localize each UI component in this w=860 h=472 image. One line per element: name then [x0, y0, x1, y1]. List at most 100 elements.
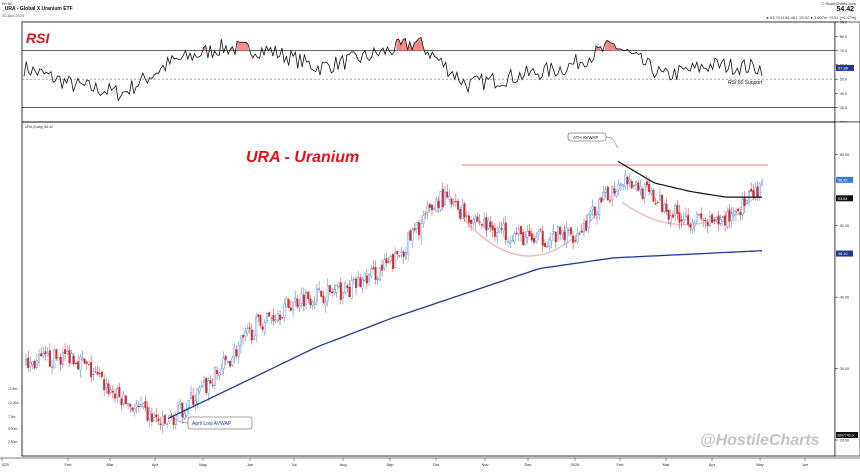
price-candle: [698, 213, 701, 217]
price-candle: [122, 390, 125, 407]
candle-body: [194, 400, 197, 405]
price-candle: [402, 250, 405, 264]
price-candle: [548, 236, 551, 251]
candle-body: [229, 360, 232, 367]
price-tag: 46.10: [836, 250, 853, 257]
price-tick-label: 20.00: [840, 439, 849, 443]
price-candle: [142, 402, 145, 410]
candle-body: [196, 388, 199, 404]
candle-body: [546, 246, 549, 248]
candle-body: [730, 213, 733, 221]
candle-body: [661, 195, 664, 212]
price-candle: [615, 189, 618, 198]
candle-body: [711, 214, 714, 223]
price-candle: [747, 189, 750, 207]
x-axis-label: Sep: [386, 462, 394, 467]
last-price: 54.42: [836, 6, 854, 13]
price-candle: [300, 287, 303, 308]
candle-body: [328, 285, 331, 293]
candle-body: [359, 277, 362, 287]
price-candle: [459, 206, 462, 222]
candle-body: [372, 267, 375, 270]
price-candle: [391, 252, 394, 272]
price-candle: [541, 225, 544, 253]
price-candle: [602, 185, 605, 201]
price-candle: [35, 353, 38, 370]
price-candle: [674, 203, 677, 222]
rsi-overbought-fill: [604, 40, 623, 51]
candle-body: [311, 301, 314, 306]
price-candle: [691, 218, 694, 234]
candle-body: [750, 188, 753, 192]
price-candle: [137, 401, 140, 413]
price-candle: [79, 353, 82, 378]
price-candle: [589, 208, 592, 222]
price-candle: [181, 402, 184, 424]
price-candle: [704, 217, 707, 229]
price-candle: [309, 294, 312, 309]
price-legend: URA (Daily) 56.42: [25, 125, 53, 129]
candle-body: [565, 227, 568, 243]
candle-body: [682, 219, 685, 223]
price-candle: [218, 372, 221, 381]
price-candle: [257, 314, 260, 323]
price-candle: [398, 255, 401, 258]
candle-body: [428, 203, 431, 208]
candle-body: [357, 277, 360, 286]
candle-body: [61, 351, 64, 365]
candle-body: [687, 215, 690, 225]
price-candle: [617, 178, 620, 196]
candle-body: [593, 206, 596, 216]
candle-body: [465, 215, 468, 217]
price-candle: [556, 225, 559, 243]
candle-body: [485, 217, 488, 231]
candle-body: [706, 222, 709, 226]
price-candle: [213, 366, 216, 390]
candle-body: [111, 390, 114, 393]
price-candle: [641, 187, 644, 201]
price-candle: [51, 359, 54, 375]
price-candle: [111, 385, 114, 399]
candle-body: [639, 186, 642, 190]
price-candle: [313, 296, 316, 310]
candle-body: [726, 211, 729, 227]
candle-body: [203, 380, 206, 383]
candle-body: [116, 388, 119, 398]
candle-body: [233, 348, 236, 357]
price-candle: [411, 226, 414, 248]
x-axis-label: Feb: [617, 462, 625, 467]
candle-body: [413, 228, 416, 231]
candle-body: [685, 213, 688, 217]
candle-body: [57, 357, 60, 361]
price-candle: [135, 400, 138, 414]
price-candle: [493, 222, 496, 242]
price-candle: [109, 385, 112, 396]
volume-tag-bg: [836, 432, 858, 438]
candle-body: [270, 317, 273, 320]
candle-body: [33, 361, 36, 369]
candle-body: [758, 183, 761, 198]
price-candle: [554, 231, 557, 248]
price-candle: [114, 388, 117, 403]
candle-body: [394, 252, 397, 268]
price-candle: [593, 205, 596, 219]
candle-body: [708, 216, 711, 226]
price-candle: [730, 206, 733, 228]
candle-body: [624, 174, 627, 187]
candle-body: [567, 229, 570, 231]
price-candle: [708, 210, 711, 228]
price-candle: [561, 230, 564, 240]
price-candle: [726, 207, 729, 230]
price-candle: [157, 413, 160, 426]
price-candle: [404, 247, 407, 261]
price-candle: [448, 188, 451, 203]
price-candle: [576, 227, 579, 245]
candle-body: [242, 335, 245, 338]
volume-tick-label: 10.00m: [8, 401, 19, 405]
volume-tag-label: 3607743.0: [837, 434, 854, 438]
candle-body: [582, 223, 585, 233]
price-candle: [552, 223, 555, 236]
candle-body: [192, 395, 195, 405]
price-candle: [298, 298, 301, 313]
price-candle: [74, 362, 77, 364]
